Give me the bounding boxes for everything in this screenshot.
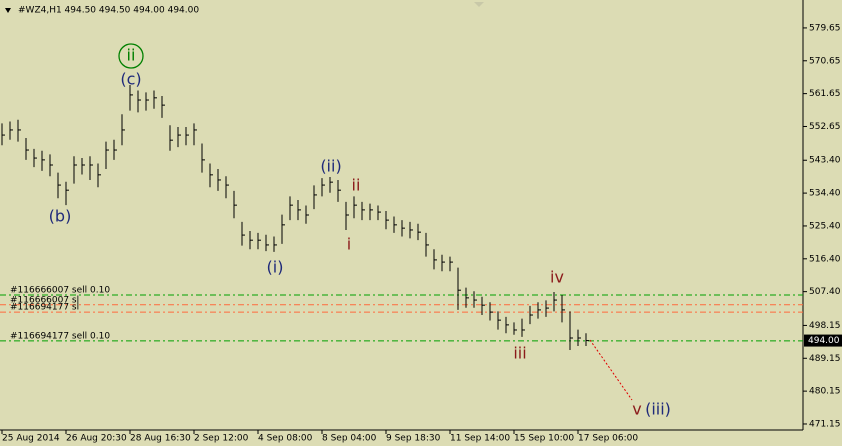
price-tag-label: 494.00 [808, 336, 840, 346]
y-tick-label: 489.15 [809, 354, 841, 364]
wave-circle [118, 43, 144, 69]
y-tick-label: 552.65 [809, 122, 841, 132]
x-tick-label: 9 Sep 18:30 [386, 434, 441, 444]
y-tick-label: 543.40 [809, 156, 841, 166]
wave-label: (iii) [645, 400, 671, 419]
price-tag [804, 334, 842, 347]
x-tick-label: 17 Sep 06:00 [578, 434, 638, 444]
x-tick-label: 25 Aug 2014 [2, 434, 60, 444]
x-tick-label: 8 Sep 04:00 [322, 434, 377, 444]
chart-title: #WZ4,H1 494.50 494.50 494.00 494.00 [18, 6, 199, 16]
order-label: #116666007 sell 0.10 [10, 285, 110, 295]
y-tick-label: 516.40 [809, 254, 841, 264]
order-label: #116666007 sl [10, 295, 79, 305]
order-label: #116694177 sell 0.10 [10, 331, 110, 341]
y-tick-label: 570.65 [809, 56, 841, 66]
wave-label: iii [513, 344, 526, 363]
x-tick-label: 28 Aug 16:30 [130, 434, 191, 444]
y-tick-label: 561.65 [809, 89, 841, 99]
x-tick-label: 11 Sep 14:00 [450, 434, 510, 444]
y-tick-label: 525.40 [809, 221, 841, 231]
x-tick-label: 26 Aug 20:30 [66, 434, 127, 444]
y-tick-label: 507.40 [809, 287, 841, 297]
wave-label: (b) [49, 207, 72, 226]
wave-label: (c) [120, 70, 141, 89]
wave-label: (ii) [320, 157, 341, 176]
x-tick-label: 15 Sep 10:00 [514, 434, 574, 444]
wave-label: ii [352, 176, 361, 195]
wave-label: iv [550, 268, 564, 287]
wave-label: i [347, 235, 351, 254]
y-tick-label: 579.65 [809, 23, 841, 33]
x-tick-label: 2 Sep 12:00 [194, 434, 249, 444]
y-tick-label: 480.15 [809, 387, 841, 397]
wave-label: v [632, 400, 641, 419]
scroll-marker[interactable] [474, 2, 484, 7]
y-tick-label: 498.15 [809, 321, 841, 331]
y-tick-label: 534.40 [809, 189, 841, 199]
wave-label: (i) [267, 258, 284, 277]
y-tick-label: 471.15 [809, 419, 841, 429]
order-label: #116694177 sl [10, 303, 79, 313]
x-tick-label: 4 Sep 08:00 [258, 434, 313, 444]
wave-label: ii [127, 46, 136, 65]
menu-arrow[interactable] [5, 8, 11, 13]
projection [589, 339, 633, 401]
